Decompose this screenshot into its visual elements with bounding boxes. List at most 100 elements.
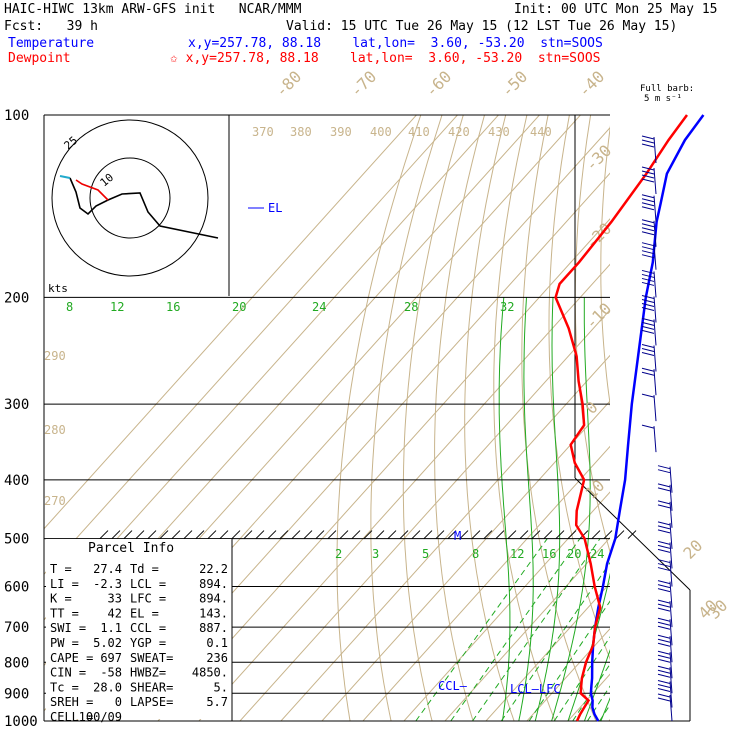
temperature-legend-info: x,y=257.78, 88.18 lat,lon= 3.60, -53.20 … xyxy=(188,36,603,51)
isotherm-line xyxy=(526,627,610,721)
hatch-mark xyxy=(339,530,349,539)
isotherm-line xyxy=(638,87,740,734)
dry-adiabat-line xyxy=(370,115,443,721)
wind-barb-staff xyxy=(653,243,657,270)
parcel-param-value: 28.0 xyxy=(93,680,122,694)
wind-barb-flag xyxy=(657,625,671,630)
hatch-mark xyxy=(171,530,181,539)
hatch-mark xyxy=(267,530,277,539)
wind-barb-flag xyxy=(641,269,655,274)
wind-barb-flag xyxy=(641,344,655,348)
parcel-param-value: 100/09 xyxy=(79,710,122,724)
wind-barb-flag xyxy=(641,348,655,352)
wind-barb-flag xyxy=(641,246,655,251)
wind-barb-flag xyxy=(657,580,671,585)
temperature-trace xyxy=(589,114,705,722)
dry-adiabat-line xyxy=(548,115,610,661)
hatch-mark xyxy=(327,530,337,539)
wind-barb-flag xyxy=(657,665,671,670)
wind-barb-staff xyxy=(669,694,673,722)
theta-label: 280 xyxy=(44,423,66,437)
isotherm-line xyxy=(444,536,610,721)
wind-barb-flag xyxy=(657,684,671,688)
parcel-param-label: SREH = xyxy=(50,695,93,709)
parcel-param-label: SHEAR= xyxy=(130,680,173,694)
wind-barb-flag xyxy=(641,242,655,247)
wind-barb-flag xyxy=(641,231,655,236)
wind-barb-staff xyxy=(669,636,673,663)
wind-barb-flag xyxy=(657,588,671,593)
wind-barb-flag xyxy=(641,317,655,322)
mixing-ratio-label: 28 xyxy=(404,300,418,314)
wind-barb-flag xyxy=(641,321,655,326)
pressure-tick-label: 200 xyxy=(4,290,29,306)
mixing-ratio-label: 12 xyxy=(510,547,524,561)
wind-barb-staff xyxy=(669,601,673,628)
pressure-tick-label: 100 xyxy=(4,108,29,124)
hatch-mark xyxy=(423,530,433,539)
parcel-param-value: -58 xyxy=(100,666,122,680)
wind-barb-staff xyxy=(653,271,657,298)
theta-label: 420 xyxy=(448,125,470,139)
plot-frame xyxy=(43,114,691,722)
parcel-box-background xyxy=(46,539,232,719)
hatch-mark xyxy=(627,530,637,539)
wind-barb-flag xyxy=(657,607,671,612)
dry-adiabat-lines xyxy=(336,87,740,734)
pressure-tick-label: 1000 xyxy=(4,714,38,730)
hatch-mark xyxy=(135,530,145,539)
isotherm-line xyxy=(157,218,610,721)
wind-barb-staff xyxy=(669,560,673,587)
wind-barb-flag xyxy=(657,688,671,692)
hatch-mark xyxy=(183,530,193,539)
hatch-mark xyxy=(195,530,205,539)
parcel-param-label: LFC = xyxy=(130,592,166,606)
hatch-mark xyxy=(459,530,469,539)
isotherm-label: -70 xyxy=(346,67,380,101)
wind-barb-flag xyxy=(657,634,671,639)
parcel-param-label: EL = xyxy=(130,606,159,620)
wind-barb-flag xyxy=(657,483,671,488)
valid-time: Valid: 15 UTC Tue 26 May 15 (12 LST Tue … xyxy=(286,19,678,34)
theta-label: 410 xyxy=(408,125,430,139)
parcel-param-label: K = xyxy=(50,592,72,606)
parcel-param-label: SWEAT= xyxy=(130,651,173,665)
hodograph-trace-mid xyxy=(75,179,109,201)
hatch-mark xyxy=(363,530,373,539)
parcel-param-value: 22.2 xyxy=(199,562,228,576)
dry-adiabat-line xyxy=(600,125,610,407)
wind-barb-staff xyxy=(669,501,673,528)
isotherm-line xyxy=(44,115,500,621)
pressure-tick-label: 300 xyxy=(4,397,29,413)
wind-barb-staff xyxy=(653,395,657,422)
parcel-param-value: 5. xyxy=(214,680,228,694)
mixing-ratio-label: 20 xyxy=(567,547,581,561)
isotherm-line xyxy=(608,719,610,721)
wind-barb-flag xyxy=(657,567,671,572)
barb-legend-line1: Full barb: xyxy=(640,84,695,94)
wind-barb-flag xyxy=(641,367,655,372)
mixing-ratio-label: 16 xyxy=(542,547,556,561)
mixing-ratio-line xyxy=(415,538,548,721)
wind-barb-flag xyxy=(657,673,671,678)
dry-adiabat-line xyxy=(673,87,740,734)
hatch-mark xyxy=(603,530,613,539)
pressure-tick-label: 700 xyxy=(4,620,29,636)
isotherm-line xyxy=(679,87,740,734)
parcel-param-value: 0.1 xyxy=(206,636,228,650)
parcel-param-label: Td = xyxy=(130,562,159,576)
moist-adiabat-line xyxy=(600,697,610,721)
wind-barb-flag xyxy=(641,227,655,232)
pressure-tick-label: 800 xyxy=(4,655,29,671)
hodograph-trace-upper xyxy=(59,175,71,179)
parcel-param-value: 887. xyxy=(199,621,228,635)
wind-barb-flag xyxy=(657,603,671,608)
hatch-mark xyxy=(531,530,541,539)
dry-adiabat-line xyxy=(493,115,556,721)
hatch-mark xyxy=(435,530,445,539)
hodograph-ring-outer xyxy=(51,119,209,277)
parcel-param-value: 894. xyxy=(199,577,228,591)
pressure-tick-label: 400 xyxy=(4,473,29,489)
mixing-ratio-label: 8 xyxy=(66,300,73,314)
isotherm-label: 20 xyxy=(679,536,706,563)
